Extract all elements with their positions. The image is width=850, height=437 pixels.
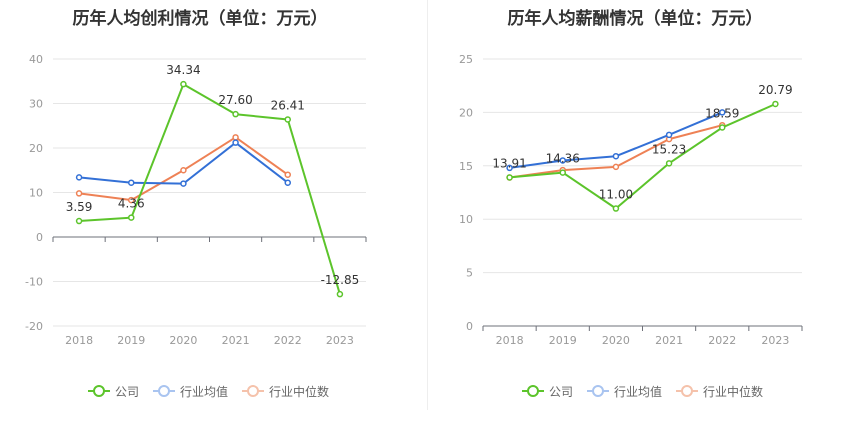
legend-salary: 公司 行业均值 行业中位数 — [522, 381, 777, 401]
legend-label-industry-median: 行业中位数 — [703, 384, 764, 399]
data-label: 27.60 — [218, 93, 252, 107]
data-label: 11.00 — [599, 188, 633, 202]
y-tick-label: 30 — [29, 98, 43, 111]
legend-line-icon — [153, 385, 176, 397]
data-point-industry_avg — [75, 174, 83, 181]
data-point-company — [232, 110, 239, 118]
data-label: 15.23 — [652, 142, 686, 156]
legend-line-icon — [587, 385, 610, 397]
series-line-company — [79, 83, 341, 295]
profit-chart: -20 -10 0 10 20 30 40 2018 2019 2020 2021 2022 2023 3… — [25, 53, 367, 347]
data-point-industry_avg — [232, 139, 239, 146]
legend-item-industry-avg[interactable]: 行业均值 — [153, 383, 228, 400]
data-label: 14.36 — [546, 152, 580, 166]
data-point-industry_median — [232, 134, 239, 141]
data-point-industry_median — [75, 190, 83, 197]
data-point-company — [128, 214, 135, 221]
data-point-industry_avg — [284, 179, 291, 186]
data-point-industry_median — [284, 171, 291, 178]
legend-item-company[interactable]: 公司 — [522, 383, 573, 400]
y-tick-label: 10 — [29, 187, 43, 200]
legend-item-industry-avg[interactable]: 行业均值 — [587, 383, 662, 400]
x-tick-label: 2020 — [169, 334, 197, 347]
y-tick-label: 10 — [459, 213, 473, 226]
x-tick-label: 2023 — [761, 334, 789, 347]
x-tick-label: 2018 — [65, 334, 93, 347]
legend-profit: 公司 行业均值 行业中位数 — [88, 381, 343, 401]
data-label: 13.91 — [492, 156, 526, 170]
panel-divider — [427, 0, 428, 410]
y-tick-label: 15 — [459, 160, 473, 173]
y-tick-label: 40 — [29, 53, 43, 66]
data-label: 34.34 — [166, 63, 200, 77]
data-point-industry_avg — [719, 109, 726, 116]
chart-title-profit: 历年人均创利情况（单位：万元） — [72, 9, 328, 29]
data-point-company — [719, 124, 726, 131]
legend-label-industry-avg: 行业均值 — [614, 384, 663, 399]
salary-chart: 0 5 10 15 20 25 2018 2019 2020 2021 2022 2023 13.91 1… — [459, 53, 803, 347]
data-point-company — [506, 174, 513, 181]
y-tick-label: -20 — [25, 320, 43, 333]
data-label: 20.79 — [758, 83, 792, 97]
x-tick-label: 2019 — [117, 334, 145, 347]
data-point-company — [772, 100, 779, 108]
legend-item-industry-median[interactable]: 行业中位数 — [676, 383, 763, 400]
legend-line-icon — [676, 385, 699, 397]
data-point-company — [75, 217, 83, 225]
data-point-industry_median — [612, 163, 620, 171]
x-tick-label: 2021 — [655, 334, 683, 347]
x-tick-label: 2020 — [602, 334, 630, 347]
data-point-industry_median — [128, 196, 135, 204]
y-tick-label: 0 — [466, 320, 473, 333]
legend-label-company: 公司 — [115, 384, 140, 399]
y-tick-label: 20 — [29, 142, 43, 155]
data-label: -12.85 — [321, 273, 360, 287]
data-point-company — [665, 160, 673, 167]
series-line-industry_avg — [78, 141, 289, 185]
y-tick-label: 0 — [36, 231, 43, 244]
legend-line-icon — [88, 385, 110, 397]
y-tick-label: 5 — [466, 267, 473, 280]
data-point-industry_avg — [180, 180, 187, 187]
legend-line-icon — [242, 385, 265, 397]
data-point-industry_median — [180, 167, 187, 174]
chart-title-salary: 历年人均薪酬情况（单位：万元） — [507, 9, 763, 29]
data-point-company — [284, 116, 291, 123]
series-line-company — [509, 103, 776, 210]
data-label: 18.59 — [705, 106, 739, 120]
data-point-industry_avg — [612, 152, 620, 160]
data-label: 26.41 — [271, 98, 305, 112]
legend-label-industry-median: 行业中位数 — [269, 384, 330, 399]
data-label: 3.59 — [66, 200, 93, 214]
y-tick-label: -10 — [25, 276, 43, 289]
data-point-industry_avg — [665, 131, 673, 139]
y-tick-label: 25 — [459, 53, 473, 66]
series-line-industry_avg — [509, 111, 723, 169]
legend-line-icon — [522, 385, 544, 397]
data-point-industry_avg — [506, 164, 513, 172]
data-point-company — [559, 169, 566, 176]
x-tick-label: 2023 — [326, 334, 354, 347]
x-tick-label: 2019 — [549, 334, 577, 347]
x-tick-label: 2018 — [496, 334, 524, 347]
data-label: 4.36 — [118, 197, 145, 211]
legend-label-company: 公司 — [549, 384, 574, 399]
legend-item-industry-median[interactable]: 行业中位数 — [242, 383, 329, 400]
x-tick-label: 2022 — [274, 334, 302, 347]
y-tick-label: 20 — [459, 106, 473, 119]
legend-item-company[interactable]: 公司 — [88, 383, 139, 400]
data-point-industry_avg — [559, 157, 566, 164]
data-point-industry_avg — [128, 179, 135, 186]
data-point-company — [612, 205, 620, 212]
data-point-company — [180, 80, 187, 88]
x-tick-label: 2021 — [222, 334, 250, 347]
x-tick-label: 2022 — [708, 334, 736, 347]
legend-label-industry-avg: 行业均值 — [180, 384, 229, 399]
data-point-company — [336, 290, 344, 298]
